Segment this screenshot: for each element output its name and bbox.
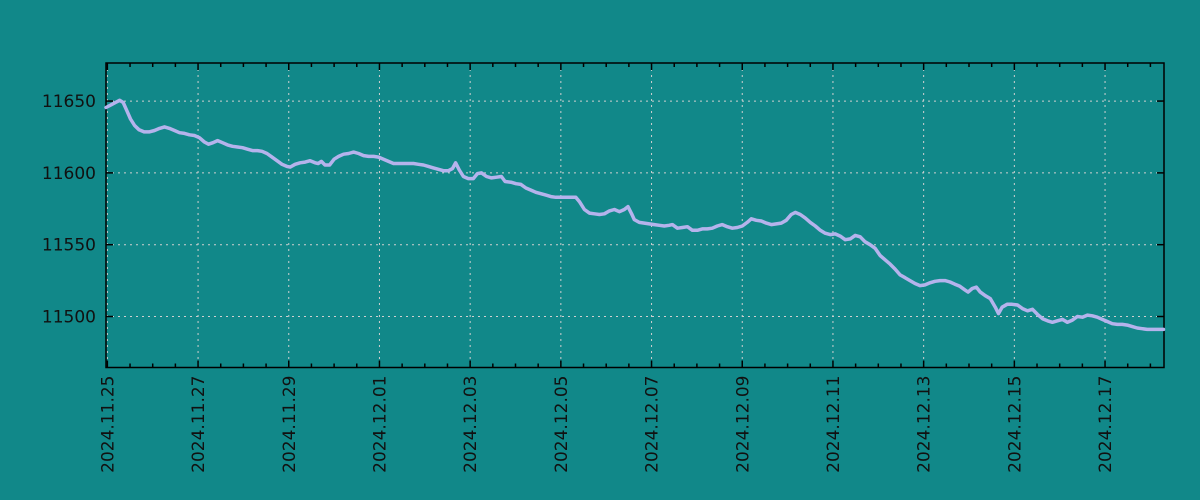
series-line-instances [104,98,1166,332]
x-tick-label: 2024.12.11 [824,376,844,473]
x-tick-label: 2024.11.27 [189,376,209,473]
x-tick-label: 2024.11.29 [280,376,300,473]
plot-border [105,62,1165,369]
x-tick-label: 2024.12.03 [461,376,481,473]
y-tick-label: 11600 [42,164,96,184]
x-tick-label: 2024.11.25 [98,376,118,473]
x-tick-label: 2024.12.05 [552,376,572,473]
x-tick-label: 2024.12.13 [915,376,935,473]
x-tick-label: 2024.12.15 [1005,376,1025,473]
x-tick-label: 2024.12.07 [643,376,663,473]
y-tick-label: 11650 [42,92,96,112]
y-tick-label: 11550 [42,236,96,256]
x-tick-label: 2024.12.17 [1096,376,1116,473]
x-tick-label: 2024.12.01 [370,376,390,473]
x-tick-label: 2024.12.09 [733,376,753,473]
y-tick-label: 11500 [42,307,96,327]
